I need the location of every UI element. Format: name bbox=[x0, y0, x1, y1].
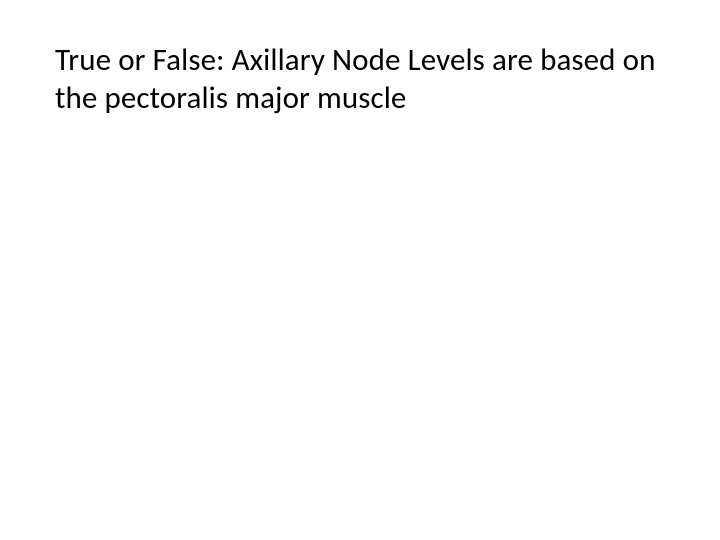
slide-heading: True or False: Axillary Node Levels are … bbox=[55, 42, 665, 118]
slide-container: True or False: Axillary Node Levels are … bbox=[0, 0, 720, 540]
